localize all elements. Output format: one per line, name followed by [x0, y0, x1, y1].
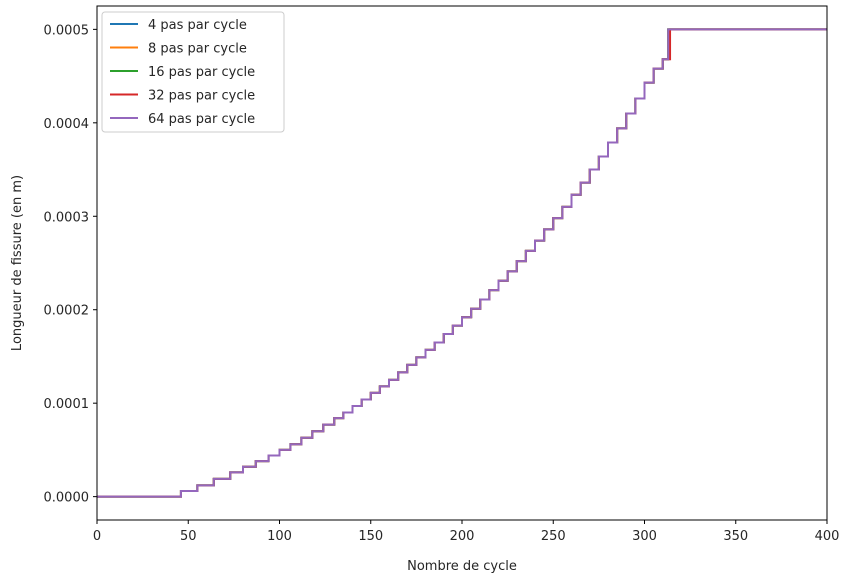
legend-label-1: 4 pas par cycle: [148, 18, 247, 33]
series-layer: [97, 28, 827, 498]
series-line-5: [97, 28, 827, 498]
y-tick-label: 0.0001: [44, 397, 90, 412]
x-tick-label: 0: [93, 529, 101, 544]
x-tick-label: 300: [632, 529, 657, 544]
x-tick-label: 100: [267, 529, 292, 544]
x-tick-label: 250: [541, 529, 566, 544]
y-tick-label: 0.0005: [44, 23, 90, 38]
x-tick-label: 200: [450, 529, 475, 544]
legend-box: [101, 11, 285, 133]
y-axis-label: Longueur de fissure (en m): [10, 175, 25, 351]
x-tick-label: 400: [815, 529, 840, 544]
y-tick-label: 0.0002: [44, 304, 90, 319]
legend-label-4: 32 pas par cycle: [148, 89, 255, 104]
y-tick-label: 0.0000: [44, 491, 90, 506]
x-tick-label: 150: [358, 529, 383, 544]
legend-label-5: 64 pas par cycle: [148, 112, 255, 127]
y-axis-ticks: 0.0000 0.0001 0.0002 0.0003 0.0004 0.0005: [44, 23, 97, 506]
y-tick-label: 0.0004: [44, 117, 90, 132]
y-tick-label: 0.0003: [44, 210, 90, 225]
x-tick-label: 350: [723, 529, 748, 544]
x-tick-label: 50: [180, 529, 197, 544]
legend: 4 pas par cycle 8 pas par cycle 16 pas par…: [101, 11, 285, 133]
legend-label-3: 16 pas par cycle: [148, 65, 255, 80]
x-axis-label: Nombre de cycle: [407, 559, 517, 574]
legend-label-2: 8 pas par cycle: [148, 42, 247, 57]
x-axis-ticks: 0 50 100 150 200 250 300 350 400: [93, 520, 840, 544]
